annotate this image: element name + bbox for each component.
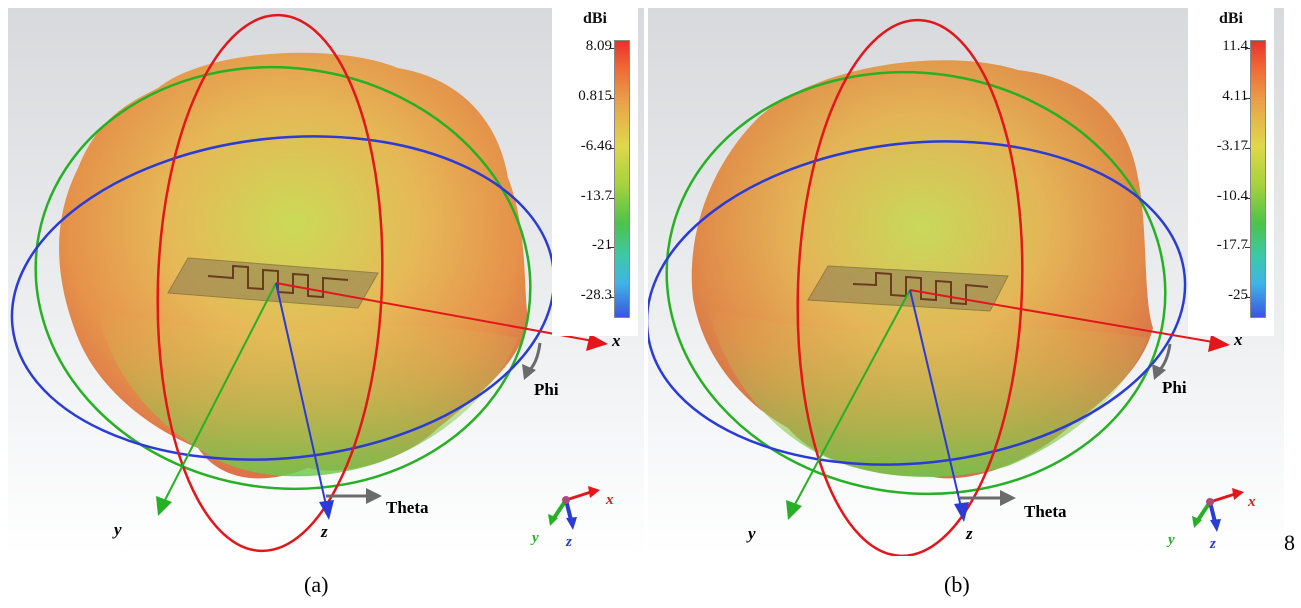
theta-arrowhead	[1000, 490, 1016, 506]
x-axis-line	[275, 282, 594, 342]
z-axis-line	[909, 289, 962, 508]
colorbar-tick-4: -17.7	[1216, 237, 1248, 253]
colorbar-tick-3: -10.4	[1216, 188, 1248, 204]
radiation-pattern-panel-a: x y z Phi Theta x y z dBi 8.09 0.815 -6.…	[8, 8, 644, 556]
orientation-triad	[1192, 488, 1244, 532]
phi-label: Phi	[534, 380, 559, 399]
colorbar-tick-0: 8.09	[585, 38, 612, 54]
radiation-pattern-panel-b: x y z Phi Theta x y z dBi 11.4 4.11 -3.1…	[648, 8, 1284, 556]
y-axis-arrowhead	[786, 500, 802, 520]
z-axis-label: z	[321, 522, 328, 541]
y-axis-label: y	[114, 520, 122, 539]
phi-arrowhead	[522, 364, 536, 380]
phi-label: Phi	[1162, 378, 1187, 397]
z-axis-line	[275, 282, 327, 506]
colorbar-b: dBi 11.4 4.11 -3.17 -10.4 -17.7 -25	[1188, 8, 1274, 336]
meander-line-antenna	[852, 271, 989, 306]
triad-x-label: x	[1248, 494, 1256, 510]
triad-y-label: y	[532, 530, 539, 546]
green-great-circle	[665, 70, 1167, 496]
x-axis-label: x	[1234, 330, 1243, 349]
red-great-circle	[796, 18, 1024, 556]
x-axis-arrowhead	[586, 334, 608, 351]
theta-arrowhead	[366, 488, 382, 504]
meander-line-antenna	[207, 264, 349, 299]
antenna-substrate	[167, 257, 379, 309]
z-axis-label: z	[966, 524, 973, 543]
colorbar-tick-0: 11.4	[1222, 38, 1248, 54]
x-axis-label: x	[612, 331, 621, 350]
antenna-substrate	[807, 265, 1009, 312]
gain-pattern-lower-region	[98, 308, 518, 477]
colorbar-gradient	[614, 40, 630, 318]
colorbar-tick-1: 0.815	[578, 88, 612, 104]
caption-a: (a)	[304, 572, 329, 597]
colorbar-tick-2: -6.46	[580, 138, 612, 154]
colorbar-gradient	[1250, 40, 1266, 318]
caption-b: (b)	[944, 572, 970, 597]
colorbar-unit: dBi	[582, 10, 607, 27]
gain-pattern-lower-region	[708, 308, 1148, 478]
colorbar-tick-1: 4.11	[1222, 88, 1248, 104]
x-axis-arrowhead	[1208, 335, 1230, 352]
figure-number: 8	[1284, 530, 1295, 555]
x-axis-line	[909, 289, 1214, 343]
colorbar-unit: dBi	[1218, 10, 1243, 27]
colorbar-tick-5: -28.3	[580, 287, 612, 303]
theta-label: Theta	[386, 498, 429, 517]
phi-arrowhead	[1152, 364, 1166, 380]
radiation-pattern-3d-a	[10, 13, 608, 553]
y-axis-label: y	[748, 524, 756, 543]
colorbar-tick-2: -3.17	[1216, 138, 1248, 154]
y-axis-line	[792, 289, 911, 509]
orientation-triad	[548, 486, 600, 530]
y-axis-arrowhead	[156, 496, 172, 516]
z-axis-arrowhead	[954, 502, 969, 522]
z-axis-arrowhead	[319, 500, 334, 520]
radiation-pattern-3d-b	[648, 18, 1244, 556]
y-axis-line	[162, 282, 277, 505]
theta-label: Theta	[1024, 502, 1067, 521]
triad-x-label: x	[606, 492, 614, 508]
colorbar-tick-3: -13.7	[580, 188, 612, 204]
red-great-circle	[156, 13, 384, 553]
colorbar-tick-4: -21	[592, 237, 612, 253]
triad-y-label: y	[1168, 532, 1175, 548]
colorbar-tick-5: -25	[1228, 287, 1248, 303]
colorbar-a: dBi 8.09 0.815 -6.46 -13.7 -21 -28.3	[552, 8, 638, 336]
green-great-circle	[34, 65, 532, 491]
blue-great-circle	[648, 140, 1187, 466]
triad-z-label: z	[566, 534, 572, 550]
triad-z-label: z	[1210, 536, 1216, 552]
